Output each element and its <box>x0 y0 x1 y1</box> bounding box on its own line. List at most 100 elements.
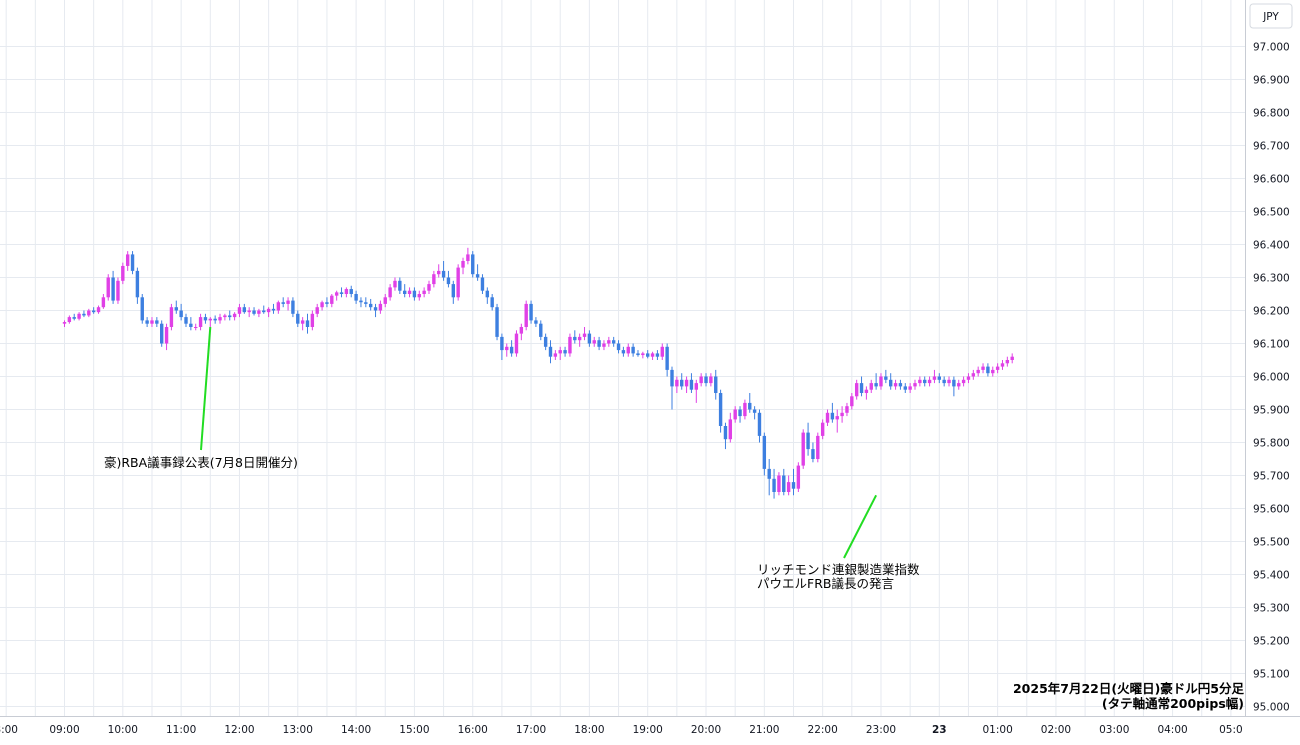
candle <box>918 376 922 387</box>
candle <box>223 313 227 321</box>
candle-body <box>529 303 533 321</box>
candle-body <box>937 376 941 380</box>
annotation-2-line-1: リッチモンド連銀製造業指数 <box>757 562 920 577</box>
candle-body <box>626 346 630 354</box>
candle-body <box>305 320 310 327</box>
candle-body <box>704 376 708 384</box>
candle <box>495 303 499 341</box>
candle-body <box>947 379 951 384</box>
candle-body <box>432 274 436 285</box>
price-tick-label: 95.800 <box>1253 438 1290 450</box>
candle <box>961 376 966 387</box>
candle-body <box>368 303 373 308</box>
candle-body <box>364 302 368 304</box>
candle <box>262 305 266 314</box>
candle-body <box>830 412 835 420</box>
price-tick-label: 96.000 <box>1253 372 1290 384</box>
candle <box>684 376 689 393</box>
candle <box>772 468 776 499</box>
candle-body <box>748 402 752 410</box>
candle <box>111 270 115 304</box>
price-axis[interactable]: 97.000 96.900 96.800 96.700 96.600 96.500 96.4… <box>1245 0 1290 716</box>
candle <box>198 313 203 331</box>
annotation-leader-line-1 <box>200 326 212 451</box>
candle <box>228 310 232 321</box>
candle <box>315 303 319 318</box>
candle <box>252 307 256 316</box>
candle-body <box>354 294 358 301</box>
candle-body <box>310 313 315 327</box>
candle <box>811 442 815 463</box>
candle-body <box>587 333 592 344</box>
candle-body <box>339 292 344 294</box>
candle-body <box>806 432 810 450</box>
time-tick-label: 23 <box>932 724 947 736</box>
candle-body <box>971 373 976 377</box>
candle <box>563 346 567 357</box>
candle <box>859 376 864 397</box>
candle-body <box>670 369 674 387</box>
candle-body <box>223 315 227 318</box>
candle <box>971 369 976 380</box>
candle-body <box>869 383 873 390</box>
annotation-1-line-1: 豪)RBA議事録公表(7月8日開催分) <box>104 455 298 470</box>
candle-body <box>641 353 645 356</box>
candle-body <box>62 322 67 324</box>
candle-body <box>262 310 266 313</box>
candle <box>777 472 781 496</box>
candle <box>942 376 946 387</box>
candle-body <box>393 280 397 288</box>
candle-body <box>266 308 271 313</box>
candle <box>296 310 300 327</box>
candle-body <box>155 320 159 324</box>
time-tick-label: 12:00 <box>224 724 254 736</box>
candle-body <box>986 366 990 374</box>
candle-body <box>864 389 869 393</box>
price-tick-label: 96.900 <box>1253 75 1290 87</box>
candle-body <box>840 412 844 417</box>
candle <box>607 336 611 347</box>
candle-body <box>684 379 689 387</box>
candle-body <box>403 290 407 294</box>
price-tick-label: 96.300 <box>1253 273 1290 285</box>
candle <box>553 350 558 360</box>
candle <box>893 379 898 390</box>
time-tick-label: 15:00 <box>399 724 429 736</box>
candle-body <box>1010 356 1014 360</box>
time-tick-label: 21:00 <box>749 724 779 736</box>
candle-body <box>373 307 378 311</box>
candle-body <box>218 317 222 321</box>
candle <box>680 373 684 390</box>
candle <box>889 373 893 390</box>
candle <box>398 277 402 294</box>
time-tick-label: 04:00 <box>1157 724 1187 736</box>
candle <box>189 317 193 331</box>
candle-body <box>189 323 193 327</box>
candle <box>709 373 713 387</box>
candle <box>339 287 344 298</box>
candle <box>879 373 883 390</box>
price-tick-label: 97.000 <box>1253 42 1290 54</box>
candle-body <box>422 290 426 294</box>
candle <box>529 300 533 324</box>
candle-body <box>961 379 966 384</box>
candle <box>485 287 490 304</box>
candle <box>475 264 480 281</box>
candle-body <box>942 379 946 384</box>
time-tick-label: 17:00 <box>516 724 546 736</box>
candle <box>330 294 334 308</box>
candle <box>320 300 324 311</box>
time-tick-label: 13:00 <box>283 724 313 736</box>
candle-body <box>995 366 1000 370</box>
candle <box>155 317 159 327</box>
time-tick-label: 05:0 <box>1219 724 1243 736</box>
candle-body <box>276 302 281 311</box>
candle <box>704 373 708 387</box>
candle-body <box>680 379 684 387</box>
time-axis[interactable]: 8:00 09:00 10:00 11:00 12:00 13:00 14:00 15:00 1… <box>0 716 1300 737</box>
candle <box>179 303 183 321</box>
candle <box>271 303 276 314</box>
price-tick-label: 95.600 <box>1253 504 1290 516</box>
candle <box>407 287 412 298</box>
candle <box>543 333 548 351</box>
